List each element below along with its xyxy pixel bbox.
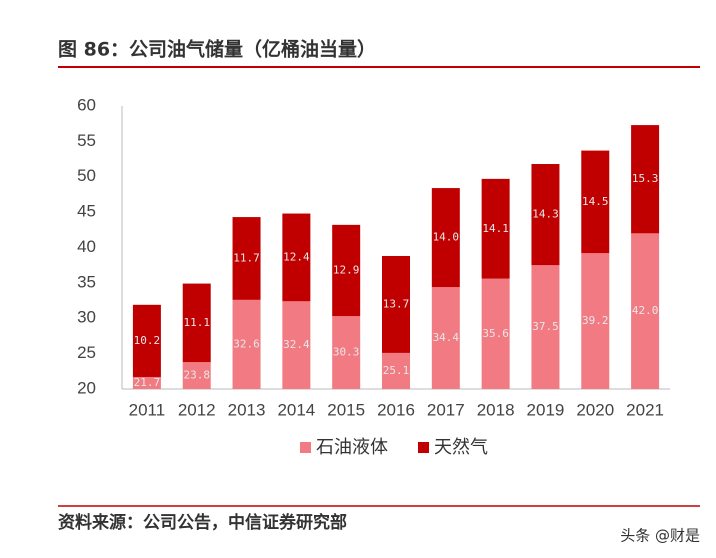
value-label: 14.5 [582,195,609,208]
bar-segment [531,265,560,389]
bar-segment [182,362,211,389]
value-label: 25.1 [383,364,410,377]
y-tick-label: 40 [77,237,96,256]
y-tick-label: 55 [77,131,96,150]
legend-swatch [418,442,429,453]
value-label: 14.1 [482,222,509,235]
bar-segment [182,283,211,363]
value-label: 11.1 [183,316,210,329]
watermark: 头条 @财是 [620,527,700,545]
value-label: 39.2 [582,314,609,327]
bar-segment [581,150,610,254]
x-tick-label: 2019 [527,400,565,419]
value-label: 15.3 [632,172,659,185]
bar-segment [282,213,311,302]
x-tick-label: 2013 [228,400,266,419]
bar-segment [382,352,410,389]
value-label: 23.8 [183,369,210,382]
bar-segment [282,301,311,389]
y-tick-label: 35 [77,272,96,291]
x-tick-label: 2020 [576,400,614,419]
legend-label: 石油液体 [316,437,388,458]
x-tick-label: 2016 [377,400,415,419]
x-tick-label: 2021 [626,400,664,419]
x-tick-label: 2014 [277,400,315,419]
value-label: 35.6 [482,327,509,340]
bar-segment [631,233,660,389]
x-tick-label: 2017 [427,400,465,419]
source: 资料来源：公司公告，中信证券研究部 [58,512,347,533]
bar-segment [631,125,660,234]
value-label: 42.0 [632,304,659,317]
bar-segment [431,188,460,288]
value-label: 14.0 [433,231,460,244]
y-tick-label: 60 [77,95,96,114]
value-label: 13.7 [383,297,410,310]
value-label: 32.6 [233,337,260,350]
value-label: 10.2 [134,334,161,347]
bar-segment [332,316,361,389]
y-tick-label: 25 [77,343,96,362]
y-tick-label: 50 [77,166,96,185]
value-label: 37.5 [532,320,559,333]
x-tick-label: 2011 [129,400,166,419]
x-tick-label: 2012 [178,400,216,419]
bar-segment [132,376,161,389]
y-tick-label: 20 [77,378,96,397]
bar-segment [581,253,610,389]
bar-segment [332,224,361,317]
value-label: 21.7 [134,376,161,389]
value-label: 12.9 [333,263,360,276]
bar-segment [132,304,161,377]
x-tick-label: 2015 [327,400,365,419]
y-tick-label: 30 [77,308,96,327]
value-label: 34.4 [433,331,460,344]
bar-segment [232,299,261,389]
bar-segment [382,255,410,353]
legend-label: 天然气 [434,437,488,458]
chart-title: 图 86：公司油气储量（亿桶油当量） [58,38,376,61]
y-tick-label: 45 [77,202,96,221]
bar-segment [531,164,560,266]
value-label: 12.4 [283,250,310,263]
x-tick-label: 2018 [477,400,515,419]
value-label: 30.3 [333,346,360,359]
bar-segment [232,217,261,300]
bar-segment [481,278,510,389]
bar-segment [431,287,460,389]
bar-segment [481,178,510,279]
value-label: 14.3 [532,208,559,221]
value-label: 32.4 [283,338,310,351]
legend-swatch [300,442,311,453]
value-label: 11.7 [233,251,260,264]
